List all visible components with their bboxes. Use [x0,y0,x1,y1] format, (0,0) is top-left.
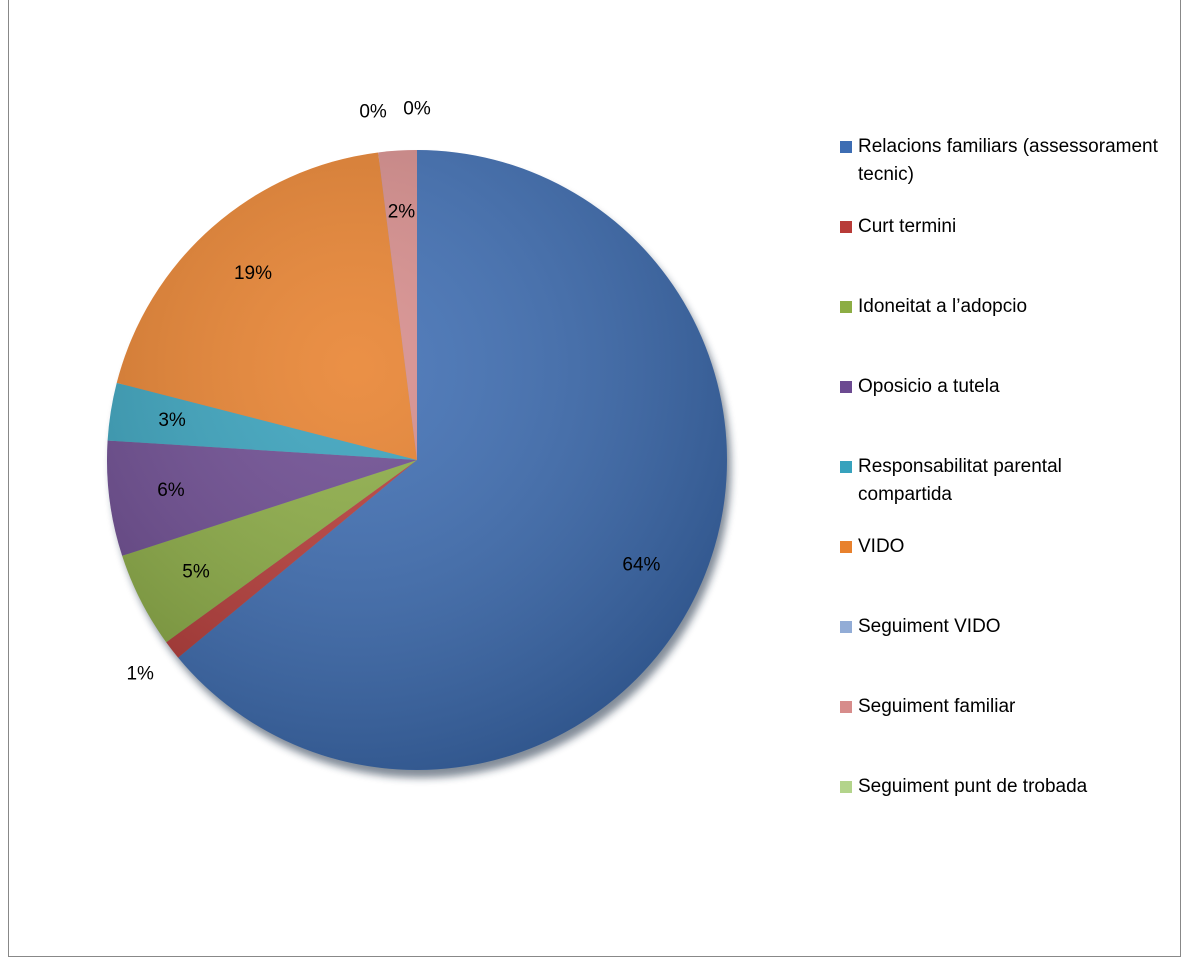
chart-frame [8,0,1181,957]
legend-item: Relacions familiars (assessorament tecni… [840,133,1160,189]
legend-item: Responsabilitat parental compartida [840,453,1160,509]
legend-label: Curt termini [858,216,957,237]
legend-swatch [840,221,852,233]
data-label: 0% [403,99,431,120]
legend-label: Seguiment punt de trobada [858,776,1088,797]
legend-swatch [840,381,852,393]
legend-item: Curt termini [840,213,1160,241]
legend-label: Oposicio a tutela [858,376,1000,397]
legend-swatch [840,541,852,553]
legend-item: Oposicio a tutela [840,373,1160,401]
slices [106,150,728,771]
legend-swatch [840,701,852,713]
legend-label: Relacions familiars (assessorament tecni… [858,136,1158,185]
data-label: 3% [158,410,186,431]
legend-label: Idoneitat a l’adopcio [858,296,1028,317]
data-label: 6% [157,480,185,501]
legend-item: Idoneitat a l’adopcio [840,293,1160,321]
data-label: 5% [182,562,210,583]
data-label: 2% [388,202,416,223]
legend-label: Responsabilitat parental compartida [858,456,1062,505]
legend-swatch [840,141,852,153]
legend-swatch [840,781,852,793]
legend-label: Seguiment VIDO [858,616,1001,637]
legend-item: Seguiment VIDO [840,613,1160,641]
legend-label: Seguiment familiar [858,696,1016,717]
data-label: 19% [234,263,272,284]
data-label: 0% [359,101,387,122]
labels: 64% 1% 5% 6% 3% 19% 0% 2% 0% [126,99,660,685]
legend-item: VIDO [840,533,1160,561]
legend-label: VIDO [858,536,905,557]
legend-swatch [840,621,852,633]
legend-item: Seguiment familiar [840,693,1160,721]
data-label: 64% [622,555,660,576]
legend-swatch [840,461,852,473]
legend-swatch [840,301,852,313]
legend-item: Seguiment punt de trobada [840,773,1160,801]
data-label: 1% [126,664,154,685]
